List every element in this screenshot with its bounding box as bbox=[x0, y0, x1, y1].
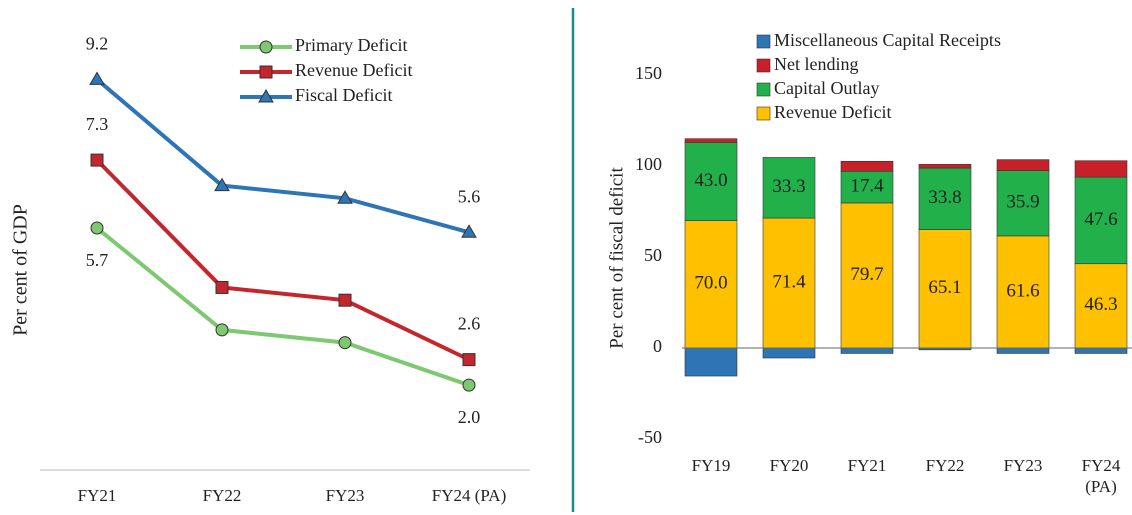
x-tick-label: FY23 bbox=[326, 486, 365, 505]
bar-segment bbox=[684, 138, 738, 143]
data-label: 2.0 bbox=[458, 407, 481, 427]
data-label: 79.7 bbox=[850, 264, 883, 285]
x-tick-label: FY23 bbox=[1003, 456, 1043, 475]
marker bbox=[90, 153, 104, 167]
data-label: 17.4 bbox=[850, 175, 884, 196]
data-label: 47.6 bbox=[1084, 209, 1117, 230]
marker bbox=[259, 65, 273, 79]
x-tick-label: FY19 bbox=[691, 456, 731, 475]
marker bbox=[462, 378, 476, 392]
marker bbox=[258, 89, 274, 103]
data-label: 7.3 bbox=[86, 114, 109, 134]
bar-segment bbox=[840, 202, 894, 349]
y-axis-title: Per cent of fiscal deficit bbox=[606, 167, 627, 349]
legend-label: Miscellaneous Capital Receipts bbox=[774, 30, 1001, 50]
bar-segment bbox=[762, 217, 816, 349]
y-tick-label: 100 bbox=[635, 154, 662, 174]
x-tick-label: FY21 bbox=[78, 486, 117, 505]
bar-segment bbox=[996, 159, 1050, 171]
legend-swatch bbox=[756, 58, 771, 73]
legend-label: Capital Outlay bbox=[774, 78, 879, 98]
legend-swatch bbox=[756, 106, 771, 121]
marker bbox=[259, 40, 273, 54]
bar-segment bbox=[996, 235, 1050, 349]
x-tick-label-box: FY23 bbox=[1003, 456, 1043, 475]
x-tick-label-box: FY19 bbox=[691, 456, 731, 475]
data-label: 46.3 bbox=[1084, 294, 1117, 315]
data-label: 33.3 bbox=[772, 176, 805, 197]
bar-segment bbox=[996, 347, 1050, 354]
bar-segment bbox=[918, 164, 972, 169]
data-label: 61.6 bbox=[1006, 280, 1039, 301]
bar-segment bbox=[918, 229, 972, 349]
legend-label: Net lending bbox=[774, 54, 858, 74]
bar-segment bbox=[918, 167, 972, 230]
x-tick-label: FY22 bbox=[203, 486, 242, 505]
x-tick-label: FY21 bbox=[847, 456, 887, 475]
marker bbox=[462, 353, 476, 367]
y-tick-label: 50 bbox=[644, 245, 662, 265]
legend-label: Revenue Deficit bbox=[774, 102, 891, 122]
marker bbox=[215, 280, 229, 294]
bar-segment bbox=[996, 170, 1050, 237]
marker bbox=[461, 224, 477, 238]
x-tick-label-box: FY21 bbox=[847, 456, 887, 475]
data-label: 71.4 bbox=[772, 271, 806, 292]
legend-label: Fiscal Deficit bbox=[295, 85, 392, 105]
legend-swatch bbox=[756, 82, 771, 97]
marker bbox=[338, 293, 352, 307]
data-label: 5.7 bbox=[86, 250, 109, 270]
data-label: 9.2 bbox=[86, 34, 109, 54]
bar-segment bbox=[684, 347, 738, 377]
legend-swatch bbox=[756, 34, 771, 49]
marker bbox=[337, 190, 353, 204]
y-tick-label: -50 bbox=[638, 427, 662, 447]
bar-segment bbox=[840, 170, 894, 204]
x-tick-label: FY24 (PA) bbox=[432, 486, 506, 505]
marker bbox=[215, 323, 229, 337]
legend-label: Revenue Deficit bbox=[295, 60, 412, 80]
bar-segment bbox=[762, 347, 816, 359]
data-label: 33.8 bbox=[928, 187, 961, 208]
data-label: 65.1 bbox=[928, 277, 961, 298]
marker bbox=[214, 177, 230, 192]
data-label: 35.9 bbox=[1006, 192, 1039, 213]
data-label: 70.0 bbox=[694, 273, 727, 294]
marker bbox=[338, 336, 352, 350]
x-tick-label-box: FY20 bbox=[769, 456, 809, 475]
y-tick-label: 0 bbox=[653, 336, 662, 356]
marker bbox=[90, 221, 104, 235]
bar-segment bbox=[1074, 347, 1128, 354]
line bbox=[95, 77, 470, 235]
bar-segment bbox=[1074, 160, 1128, 178]
data-label: 5.6 bbox=[458, 186, 481, 206]
bar-segment bbox=[684, 220, 738, 349]
x-tick-label: FY24 (PA) bbox=[1081, 456, 1121, 496]
legend-label: Primary Deficit bbox=[295, 35, 407, 55]
data-label: 2.6 bbox=[458, 314, 481, 334]
x-tick-label-box: FY24 (PA) bbox=[1081, 456, 1121, 496]
bar-segment bbox=[840, 160, 894, 172]
bar-segment bbox=[840, 347, 894, 354]
x-tick-label: FY22 bbox=[925, 456, 965, 475]
bar-segment bbox=[684, 142, 738, 221]
data-label: 43.0 bbox=[694, 170, 727, 191]
y-tick-label: 150 bbox=[635, 63, 662, 83]
bar-segment bbox=[1074, 263, 1128, 349]
x-tick-label-box: FY22 bbox=[925, 456, 965, 475]
x-tick-label: FY20 bbox=[769, 456, 809, 475]
y-axis-title: Per cent of GDP bbox=[10, 204, 32, 336]
line bbox=[95, 158, 470, 362]
marker bbox=[89, 71, 105, 85]
bar-segment bbox=[1074, 176, 1128, 265]
bar-segment bbox=[762, 157, 816, 219]
line bbox=[95, 226, 470, 387]
